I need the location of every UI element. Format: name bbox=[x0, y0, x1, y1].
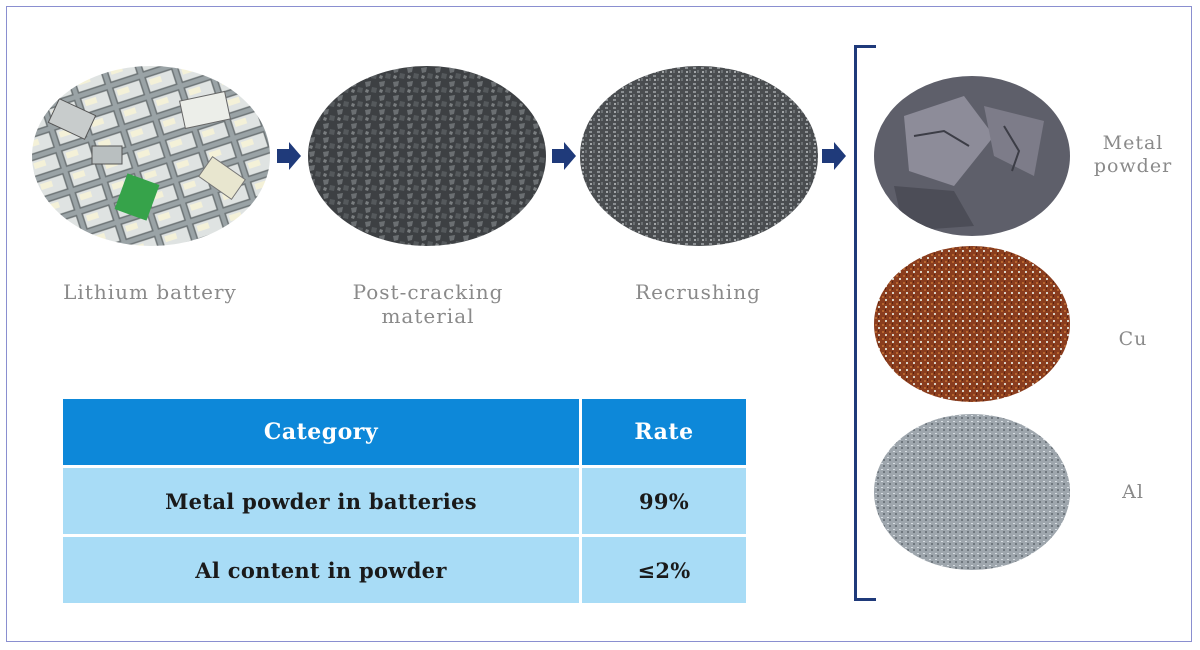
table-cell-rate: 99% bbox=[582, 468, 746, 534]
diagram-frame bbox=[6, 6, 1192, 642]
arrow-right-icon bbox=[277, 142, 301, 170]
table-cell-rate: ≤2% bbox=[582, 537, 746, 603]
table-header-row: Category Rate bbox=[63, 399, 746, 465]
aluminum-photo bbox=[874, 414, 1070, 570]
column-header-rate: Rate bbox=[582, 399, 746, 465]
output-bracket bbox=[854, 45, 876, 601]
arrow-right-icon bbox=[552, 142, 576, 170]
output-label-cu: Cu bbox=[1118, 328, 1148, 350]
table-cell-category: Al content in powder bbox=[63, 537, 579, 603]
output-label-al: Al bbox=[1122, 481, 1144, 503]
arrow-right-icon bbox=[822, 142, 846, 170]
table-row: Al content in powder ≤2% bbox=[63, 537, 746, 603]
column-header-category: Category bbox=[63, 399, 579, 465]
stage-label-post-cracking: Post-cracking material bbox=[352, 280, 504, 328]
copper-photo bbox=[874, 246, 1070, 402]
lithium-battery-photo bbox=[32, 66, 270, 246]
table-cell-category: Metal powder in batteries bbox=[63, 468, 579, 534]
recrushing-photo bbox=[580, 66, 818, 246]
table-row: Metal powder in batteries 99% bbox=[63, 468, 746, 534]
output-label-metal-powder: Metal powder bbox=[1093, 132, 1173, 177]
post-cracking-photo bbox=[308, 66, 546, 246]
recovery-rate-table: Category Rate Metal powder in batteries … bbox=[60, 396, 749, 606]
metal-powder-photo bbox=[874, 76, 1070, 236]
stage-label-recrushing: Recrushing bbox=[635, 280, 761, 304]
stage-label-lithium-battery: Lithium battery bbox=[63, 280, 237, 304]
